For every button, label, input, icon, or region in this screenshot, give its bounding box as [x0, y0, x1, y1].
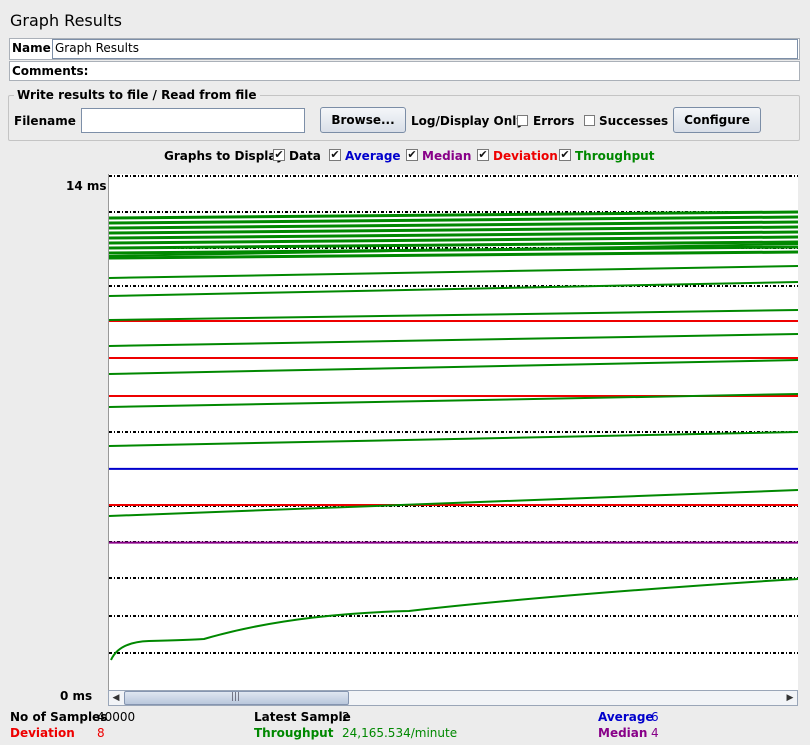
throughput-line [108, 230, 799, 240]
scroll-thumb-grip-icon: ||| [231, 692, 241, 702]
browse-button[interactable]: Browse... [320, 107, 406, 133]
data-option-label: Data [289, 149, 321, 163]
samples-value: 40000 [97, 710, 136, 724]
average-option-label: Average [345, 149, 401, 163]
y-axis-min-label: 0 ms [60, 689, 93, 703]
throughput-line [108, 243, 799, 257]
page-title: Graph Results [10, 11, 122, 30]
deviation-checkbox[interactable]: ✔ [477, 148, 489, 161]
throughput-line [108, 281, 799, 297]
average-stat-label: Average [598, 710, 654, 724]
throughput-checkbox[interactable]: ✔ [559, 148, 571, 161]
throughput-stat-label: Throughput [254, 726, 334, 740]
average-stat-value: 6 [651, 710, 659, 724]
throughput-line [108, 265, 799, 279]
graph-canvas [108, 175, 799, 661]
throughput-stat-value: 24,165.534/minute [342, 726, 458, 740]
errors-checkbox[interactable] [517, 115, 528, 126]
file-group-legend: Write results to file / Read from file [14, 88, 260, 102]
throughput-line [108, 215, 799, 225]
comments-input[interactable] [9, 61, 800, 81]
data-checkbox[interactable]: ✔ [273, 148, 285, 161]
scroll-right-arrow[interactable]: ▶ [786, 693, 794, 703]
latest-sample-value: 2 [342, 710, 350, 724]
graph-area [108, 174, 799, 690]
graphs-to-display-label: Graphs to Display [164, 149, 284, 163]
median-stat-value: 4 [651, 726, 659, 740]
deviation-stat-value: 8 [97, 726, 105, 740]
throughput-line [108, 225, 799, 235]
filename-input[interactable] [81, 108, 305, 133]
throughput-line [108, 393, 799, 408]
successes-label: Successes [599, 114, 669, 128]
configure-button[interactable]: Configure [673, 107, 761, 133]
file-group [8, 95, 800, 141]
scroll-left-arrow[interactable]: ◀ [112, 693, 120, 703]
throughput-option-label: Throughput [575, 149, 655, 163]
scroll-thumb[interactable]: ||| [124, 691, 349, 705]
average-checkbox[interactable]: ✔ [329, 148, 341, 161]
throughput-line [108, 210, 799, 220]
throughput-line [108, 250, 799, 260]
throughput-line [108, 240, 799, 250]
median-checkbox[interactable]: ✔ [406, 148, 418, 161]
errors-label: Errors [533, 114, 575, 128]
throughput-line [108, 431, 799, 447]
samples-label: No of Samples [10, 710, 108, 724]
y-axis-max-label: 14 ms [66, 179, 107, 193]
throughput-line [108, 220, 799, 230]
name-label: Name: [12, 41, 56, 55]
throughput-curve [110, 578, 799, 661]
median-option-label: Median [422, 149, 472, 163]
throughput-line [108, 359, 799, 375]
median-stat-label: Median [598, 726, 648, 740]
deviation-stat-label: Deviation [10, 726, 75, 740]
successes-checkbox[interactable] [584, 115, 595, 126]
name-input[interactable]: Graph Results [52, 39, 798, 59]
filename-label: Filename [14, 114, 76, 128]
deviation-option-label: Deviation [493, 149, 558, 163]
latest-sample-label: Latest Sample [254, 710, 351, 724]
comments-label: Comments: [12, 64, 89, 78]
log-display-label: Log/Display Only: [411, 114, 529, 128]
throughput-line [108, 235, 799, 245]
throughput-line [108, 333, 799, 347]
throughput-line [108, 309, 799, 321]
name-input-value: Graph Results [55, 41, 139, 55]
throughput-line [108, 489, 799, 517]
